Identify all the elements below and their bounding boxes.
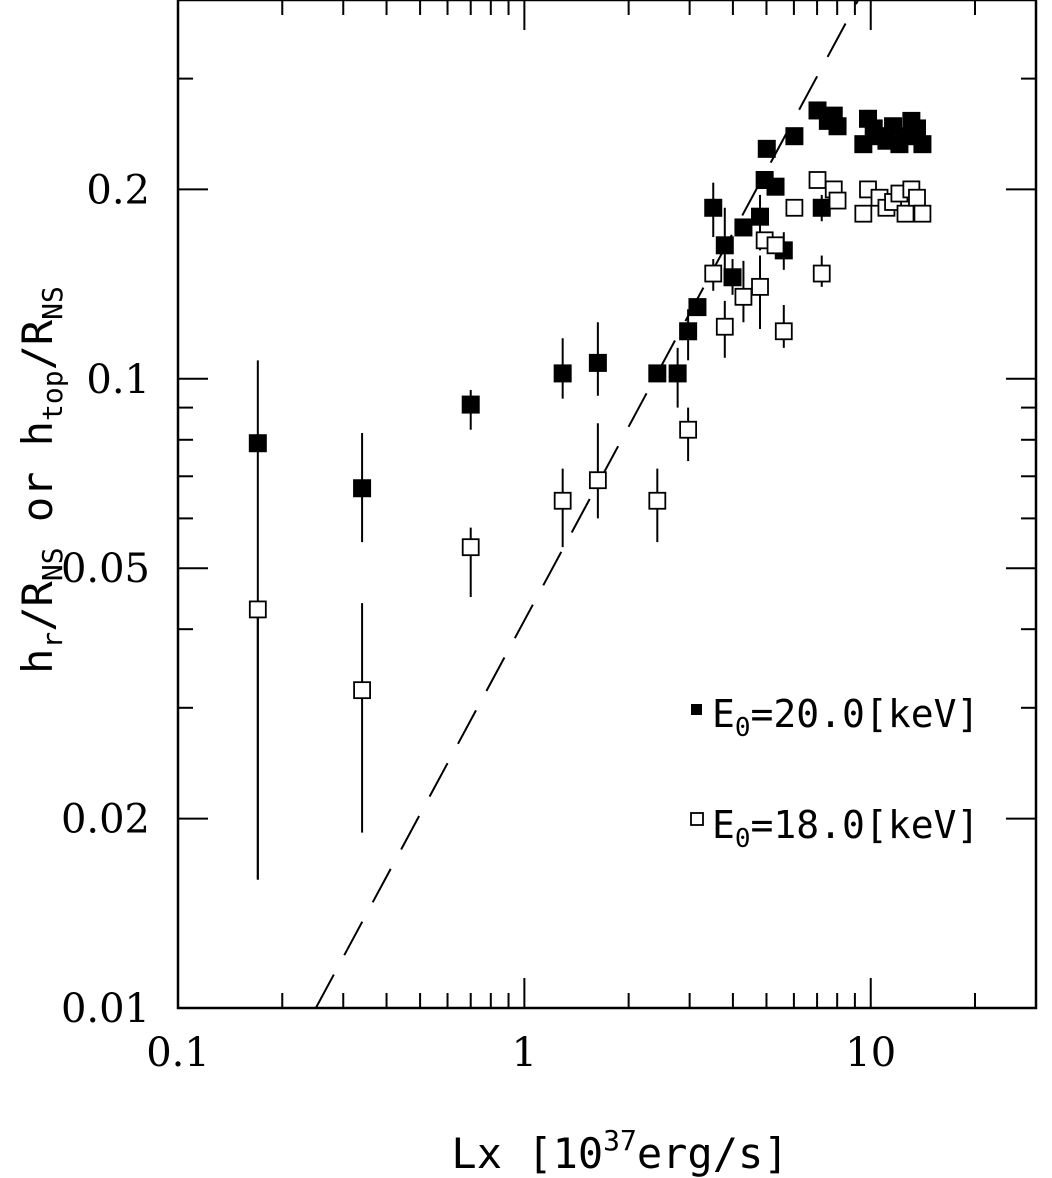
legend-filled-post: =20.0[keV] — [751, 692, 980, 736]
legend-label-filled: E0=20.0[keV] — [712, 692, 979, 743]
y-label-over-top: /R — [13, 319, 62, 370]
data-point-filled — [248, 434, 267, 453]
legend-open-sub: 0 — [735, 824, 751, 854]
y-tick-label: 0.01 — [61, 986, 150, 1032]
y-tick-label: 0.02 — [61, 797, 150, 843]
data-point-filled — [751, 207, 770, 226]
x-tick-label: 1 — [512, 1030, 537, 1076]
data-point-open — [461, 538, 480, 557]
data-point-filled — [812, 198, 831, 217]
x-tick-label: 10 — [845, 1030, 896, 1076]
data-point-open — [812, 264, 831, 283]
legend-open-pre: E — [712, 803, 735, 847]
data-point-open — [774, 322, 793, 341]
data-point-open — [715, 317, 734, 336]
data-point-filled — [766, 177, 785, 196]
x-axis-label: Lx [1037erg/s] — [451, 1124, 788, 1178]
data-point-filled — [688, 298, 707, 317]
y-label-sub-ns-2: NS — [36, 286, 69, 320]
y-tick-label: 0.1 — [86, 357, 150, 403]
data-point-filled — [757, 139, 776, 158]
data-point-filled — [553, 364, 572, 383]
error-bars — [256, 182, 823, 880]
x-tick-labels: 0.1 1 10 — [146, 1030, 896, 1076]
data-point-filled — [648, 364, 667, 383]
dashed-reference-line — [314, 0, 860, 1009]
legend-label-open: E0=18.0[keV] — [712, 803, 979, 854]
legend-open-post: =18.0[keV] — [751, 803, 980, 847]
data-point-open — [648, 491, 667, 510]
data-point-open — [785, 198, 804, 217]
data-point-open — [854, 204, 873, 223]
data-point-open — [588, 471, 607, 490]
data-markers — [248, 101, 932, 700]
y-label-sub-r: r — [36, 632, 69, 649]
legend-marker-open — [690, 812, 704, 826]
data-point-filled — [828, 117, 847, 136]
data-point-filled — [704, 198, 723, 217]
x-axis-label-exponent: 37 — [603, 1124, 637, 1157]
data-point-open — [553, 491, 572, 510]
data-point-open — [353, 681, 371, 700]
data-point-filled — [715, 236, 734, 255]
data-point-filled — [723, 268, 742, 287]
data-point-filled — [785, 127, 804, 146]
y-label-or: or — [13, 446, 62, 547]
y-axis-label: hr/RNS or htop/RNS — [13, 286, 69, 674]
data-point-open — [248, 600, 267, 619]
data-point-open — [808, 171, 827, 189]
data-point-open — [751, 277, 769, 296]
y-label-h-top: h — [13, 421, 62, 446]
data-point-open — [704, 264, 723, 283]
y-label-h-r: h — [13, 649, 62, 674]
x-axis-label-main: Lx [10 — [451, 1129, 603, 1178]
data-point-filled — [668, 364, 687, 383]
data-point-filled — [679, 322, 698, 341]
x-axis-label-tail: erg/s] — [637, 1129, 789, 1178]
data-point-open — [896, 204, 915, 223]
y-tick-label: 0.05 — [61, 546, 150, 592]
data-point-open — [913, 204, 932, 223]
y-label-over-r: /R — [13, 580, 62, 631]
data-point-open — [828, 191, 847, 210]
legend-filled-sub: 0 — [735, 713, 751, 743]
y-tick-label: 0.2 — [86, 167, 150, 213]
data-point-filled — [913, 135, 932, 154]
legend-marker-filled — [691, 704, 702, 715]
data-point-open — [908, 188, 926, 207]
axis-ticks — [177, 0, 1037, 1009]
data-point-open — [679, 420, 698, 439]
data-point-filled — [734, 218, 753, 237]
data-point-filled — [907, 119, 926, 138]
y-tick-labels: 0.01 0.02 0.05 0.1 0.2 — [61, 167, 150, 1032]
y-label-sub-ns-1: NS — [36, 547, 69, 581]
data-point-filled — [588, 353, 607, 372]
data-point-open — [766, 236, 785, 255]
data-point-filled — [461, 395, 480, 414]
legend-filled-pre: E — [712, 692, 735, 736]
x-tick-label: 0.1 — [146, 1030, 210, 1076]
data-point-filled — [854, 135, 873, 154]
data-point-filled — [353, 479, 372, 498]
y-label-sub-top: top — [36, 370, 69, 421]
data-point-open — [734, 287, 753, 306]
reference-line-group — [314, 0, 860, 1009]
plot-frame — [176, 0, 1038, 1010]
legend: E0=20.0[keV] E0=18.0[keV] — [690, 692, 979, 854]
